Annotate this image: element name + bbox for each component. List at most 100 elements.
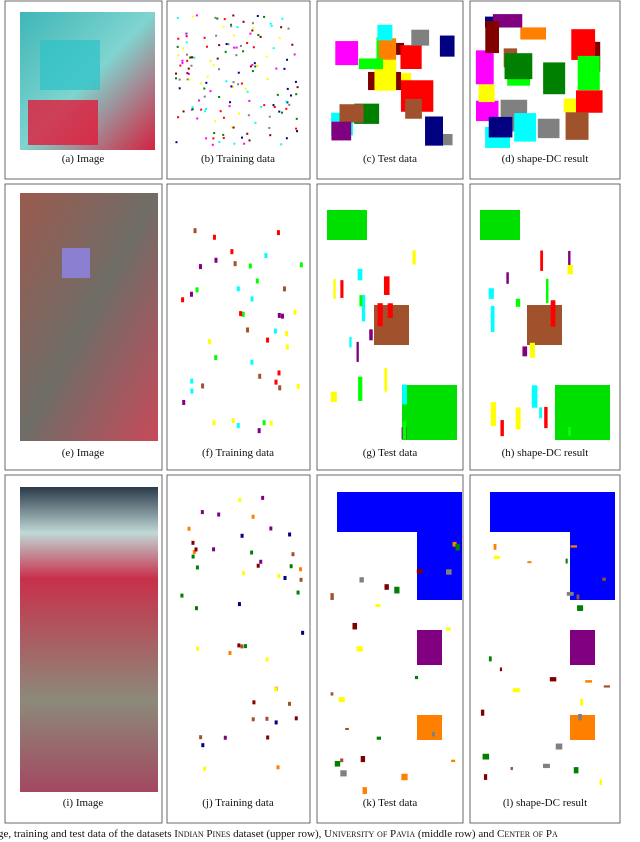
caption: (e) Image <box>62 447 105 459</box>
map-region <box>187 72 190 75</box>
map-region <box>265 716 269 721</box>
caption-text: dataset (upper row), <box>230 828 324 840</box>
map-region <box>276 93 279 96</box>
map-region <box>278 385 282 391</box>
map-region <box>416 569 423 574</box>
map-region <box>237 643 241 648</box>
map-region <box>214 16 217 19</box>
map-region <box>222 133 225 136</box>
map-region <box>352 622 358 630</box>
map-region <box>269 420 273 426</box>
map-region <box>570 630 595 665</box>
map-region <box>246 132 249 135</box>
map-region <box>411 29 430 46</box>
map-region <box>239 311 243 317</box>
map-region <box>218 95 221 98</box>
map-region <box>294 80 297 83</box>
map-region <box>252 26 255 29</box>
caption: (i) Image <box>63 797 104 809</box>
map-region <box>283 67 286 70</box>
map-region <box>356 341 359 362</box>
map-region <box>455 543 460 551</box>
map-region <box>425 116 443 146</box>
map-region <box>296 130 299 133</box>
map-region <box>293 53 296 56</box>
map-region <box>296 590 300 595</box>
map-region <box>261 495 265 500</box>
map-region <box>362 787 367 795</box>
map-region <box>235 46 238 49</box>
map-region <box>451 759 456 763</box>
map-region <box>259 35 262 38</box>
map-region <box>285 344 289 350</box>
map-region <box>507 74 531 86</box>
map-region <box>252 46 255 49</box>
map-region <box>175 72 178 75</box>
map-region <box>504 53 533 80</box>
map-region <box>446 627 451 631</box>
map-region <box>264 253 268 259</box>
map-region <box>190 64 193 67</box>
map-region <box>260 105 263 108</box>
caption: (c) Test data <box>363 153 417 165</box>
map-region <box>244 87 247 90</box>
map-region <box>265 55 268 58</box>
map-region <box>375 604 381 607</box>
map-region <box>571 29 596 60</box>
map-region <box>248 263 252 269</box>
map-region <box>599 779 603 786</box>
map-region <box>295 93 298 96</box>
map-region <box>291 43 294 46</box>
map-region <box>209 59 212 62</box>
map-region <box>414 675 419 680</box>
map-region <box>246 327 250 333</box>
map-region <box>189 291 193 297</box>
map-region <box>338 697 345 703</box>
map-region <box>549 677 557 682</box>
map-region <box>214 120 217 123</box>
map-region <box>545 278 549 304</box>
map-region <box>405 98 422 119</box>
map-region <box>214 257 218 263</box>
map-region <box>359 577 364 583</box>
map-region <box>283 575 287 580</box>
map-region <box>242 50 245 53</box>
map-region <box>452 541 457 547</box>
map-region <box>543 62 566 95</box>
map-region <box>493 555 500 560</box>
map-region <box>231 418 235 424</box>
map-region <box>215 34 218 37</box>
map-region <box>567 264 573 275</box>
map-region <box>218 44 221 47</box>
map-region <box>299 567 303 572</box>
map-region <box>537 118 560 139</box>
map-region <box>272 104 275 107</box>
map-region <box>565 558 568 564</box>
map-region <box>387 303 393 319</box>
map-region <box>277 312 281 318</box>
map-region <box>255 278 259 284</box>
map-region <box>268 115 271 118</box>
map-region <box>358 58 384 70</box>
caption: (h) shape-DC result <box>502 447 589 459</box>
caption: (l) shape-DC result <box>503 797 587 809</box>
map-region <box>276 230 280 236</box>
map-region <box>377 303 383 327</box>
map-region <box>230 249 234 255</box>
map-region <box>243 142 246 145</box>
map-region <box>531 385 538 408</box>
map-region <box>248 99 251 102</box>
map-region <box>251 63 254 66</box>
map-region <box>240 644 244 649</box>
map-region <box>500 420 504 437</box>
map-region <box>295 117 298 120</box>
map-region <box>268 126 271 129</box>
map-region <box>602 577 606 581</box>
map-region <box>577 605 584 611</box>
map-region <box>254 65 257 68</box>
map-region <box>208 339 212 345</box>
map-region <box>222 136 225 139</box>
map-region <box>356 646 363 652</box>
map-region <box>176 17 179 20</box>
map-region <box>266 735 270 740</box>
